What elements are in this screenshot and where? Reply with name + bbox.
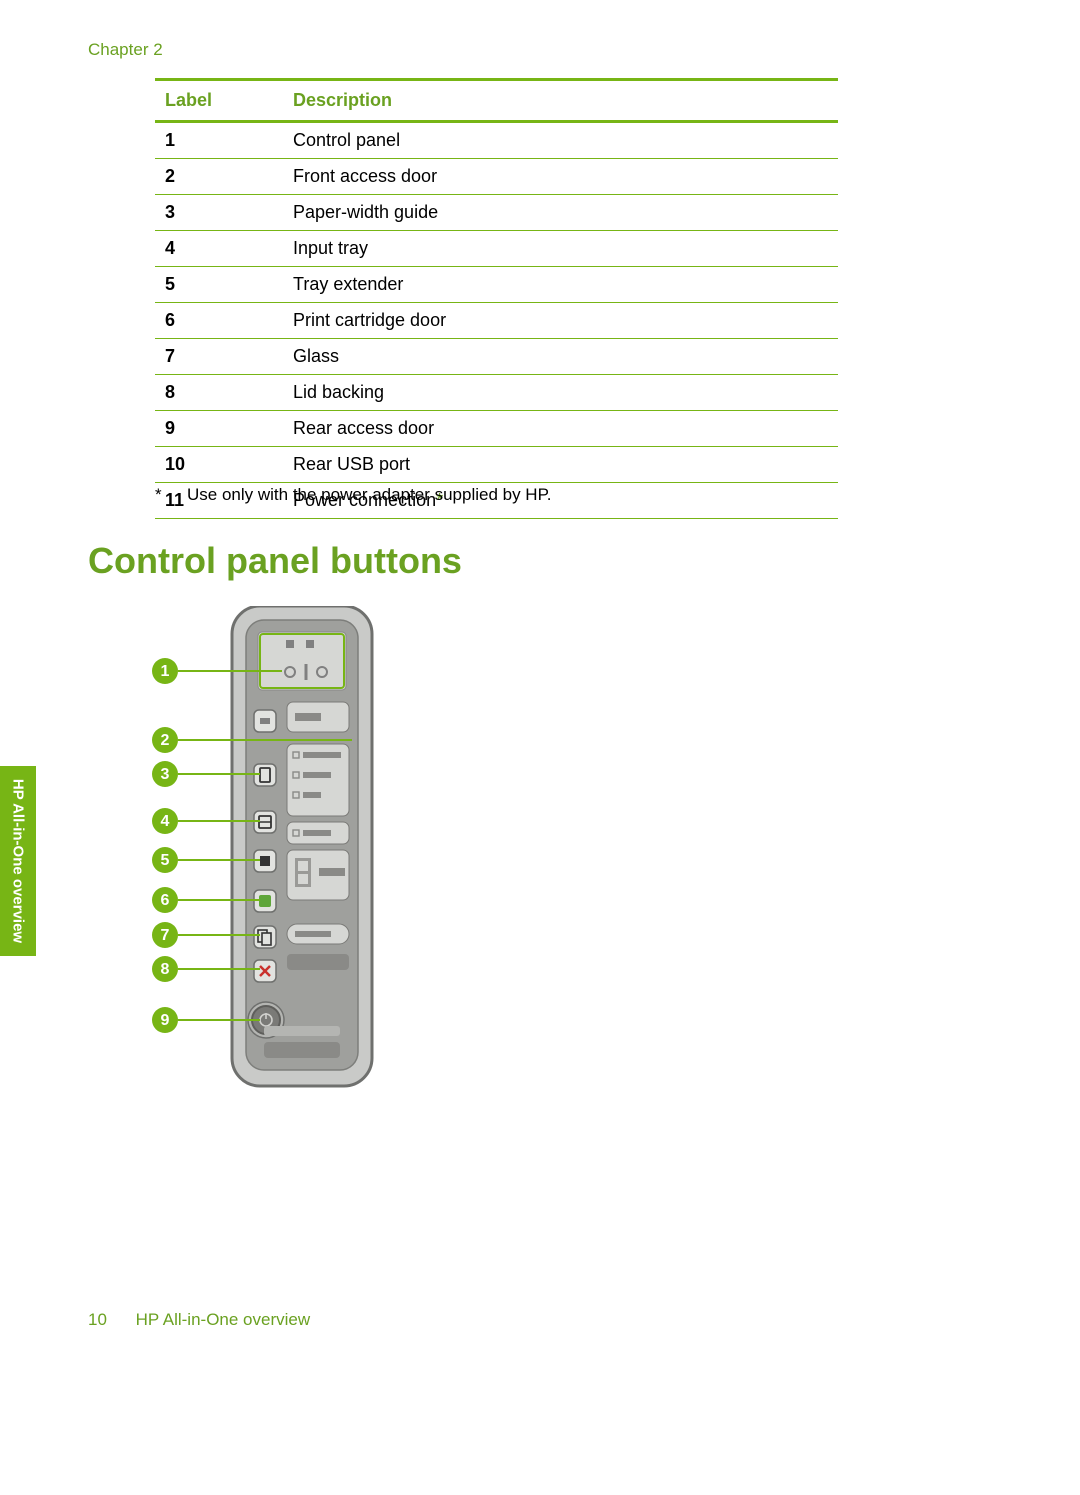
callout-number: 2 <box>161 732 170 749</box>
table-row: 5Tray extender <box>155 267 838 303</box>
table-row: 8Lid backing <box>155 375 838 411</box>
section-heading: Control panel buttons <box>88 540 462 582</box>
callout-number: 4 <box>161 813 170 830</box>
callout-number: 9 <box>161 1012 170 1029</box>
side-tab-text: HP All-in-One overview <box>10 779 27 943</box>
table-cell-description: Paper-width guide <box>283 195 838 231</box>
callout-number: 8 <box>161 961 170 978</box>
table-row: 10Rear USB port <box>155 447 838 483</box>
table-cell-label: 6 <box>155 303 283 339</box>
table-cell-label: 10 <box>155 447 283 483</box>
table-cell-label: 7 <box>155 339 283 375</box>
table-footnote: *Use only with the power adapter supplie… <box>155 485 551 505</box>
table-cell-description: Front access door <box>283 159 838 195</box>
table-row: 7Glass <box>155 339 838 375</box>
table-cell-description: Tray extender <box>283 267 838 303</box>
table-header-label: Label <box>155 80 283 122</box>
callout-number: 6 <box>161 892 170 909</box>
table-cell-description: Input tray <box>283 231 838 267</box>
callout-number: 5 <box>161 852 170 869</box>
table-cell-description: Rear access door <box>283 411 838 447</box>
table-row: 2Front access door <box>155 159 838 195</box>
table-cell-description: Rear USB port <box>283 447 838 483</box>
footnote-marker: * <box>155 485 187 505</box>
table-cell-label: 3 <box>155 195 283 231</box>
parts-table: Label Description 1Control panel2Front a… <box>155 78 838 519</box>
table-cell-label: 9 <box>155 411 283 447</box>
callout-number: 1 <box>161 663 170 680</box>
control-panel-diagram: 1 2 3 4 5 6 7 8 9 <box>142 606 592 1096</box>
table-cell-description: Glass <box>283 339 838 375</box>
table-row: 1Control panel <box>155 122 838 159</box>
footnote-text: Use only with the power adapter supplied… <box>187 485 551 504</box>
table-row: 3Paper-width guide <box>155 195 838 231</box>
table-cell-label: 1 <box>155 122 283 159</box>
table-cell-label: 5 <box>155 267 283 303</box>
callout-number: 7 <box>161 927 170 944</box>
table-cell-label: 2 <box>155 159 283 195</box>
table-row: 9Rear access door <box>155 411 838 447</box>
table-cell-label: 8 <box>155 375 283 411</box>
page-number: 10 <box>88 1310 107 1329</box>
callout-number: 3 <box>161 766 170 783</box>
chapter-label: Chapter 2 <box>88 40 163 60</box>
table-cell-description: Control panel <box>283 122 838 159</box>
table-cell-description: Print cartridge door <box>283 303 838 339</box>
table-row: 4Input tray <box>155 231 838 267</box>
side-tab: HP All-in-One overview <box>0 766 36 956</box>
footer-title: HP All-in-One overview <box>136 1310 310 1329</box>
page-footer: 10 HP All-in-One overview <box>88 1310 310 1330</box>
table-cell-label: 4 <box>155 231 283 267</box>
table-header-description: Description <box>283 80 838 122</box>
table-cell-description: Lid backing <box>283 375 838 411</box>
parts-table-container: Label Description 1Control panel2Front a… <box>155 78 838 519</box>
table-row: 6Print cartridge door <box>155 303 838 339</box>
